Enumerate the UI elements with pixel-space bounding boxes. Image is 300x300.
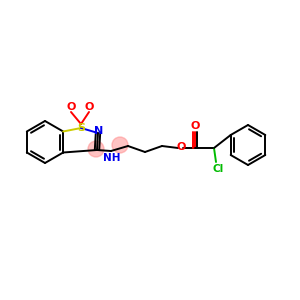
Text: O: O — [176, 142, 186, 152]
Text: O: O — [190, 121, 200, 131]
Text: N: N — [94, 126, 103, 136]
Text: Cl: Cl — [212, 164, 224, 174]
Circle shape — [112, 137, 128, 153]
Text: S: S — [77, 123, 85, 133]
Text: O: O — [66, 102, 76, 112]
Text: O: O — [84, 102, 94, 112]
Circle shape — [88, 141, 104, 157]
Text: NH: NH — [103, 153, 121, 163]
